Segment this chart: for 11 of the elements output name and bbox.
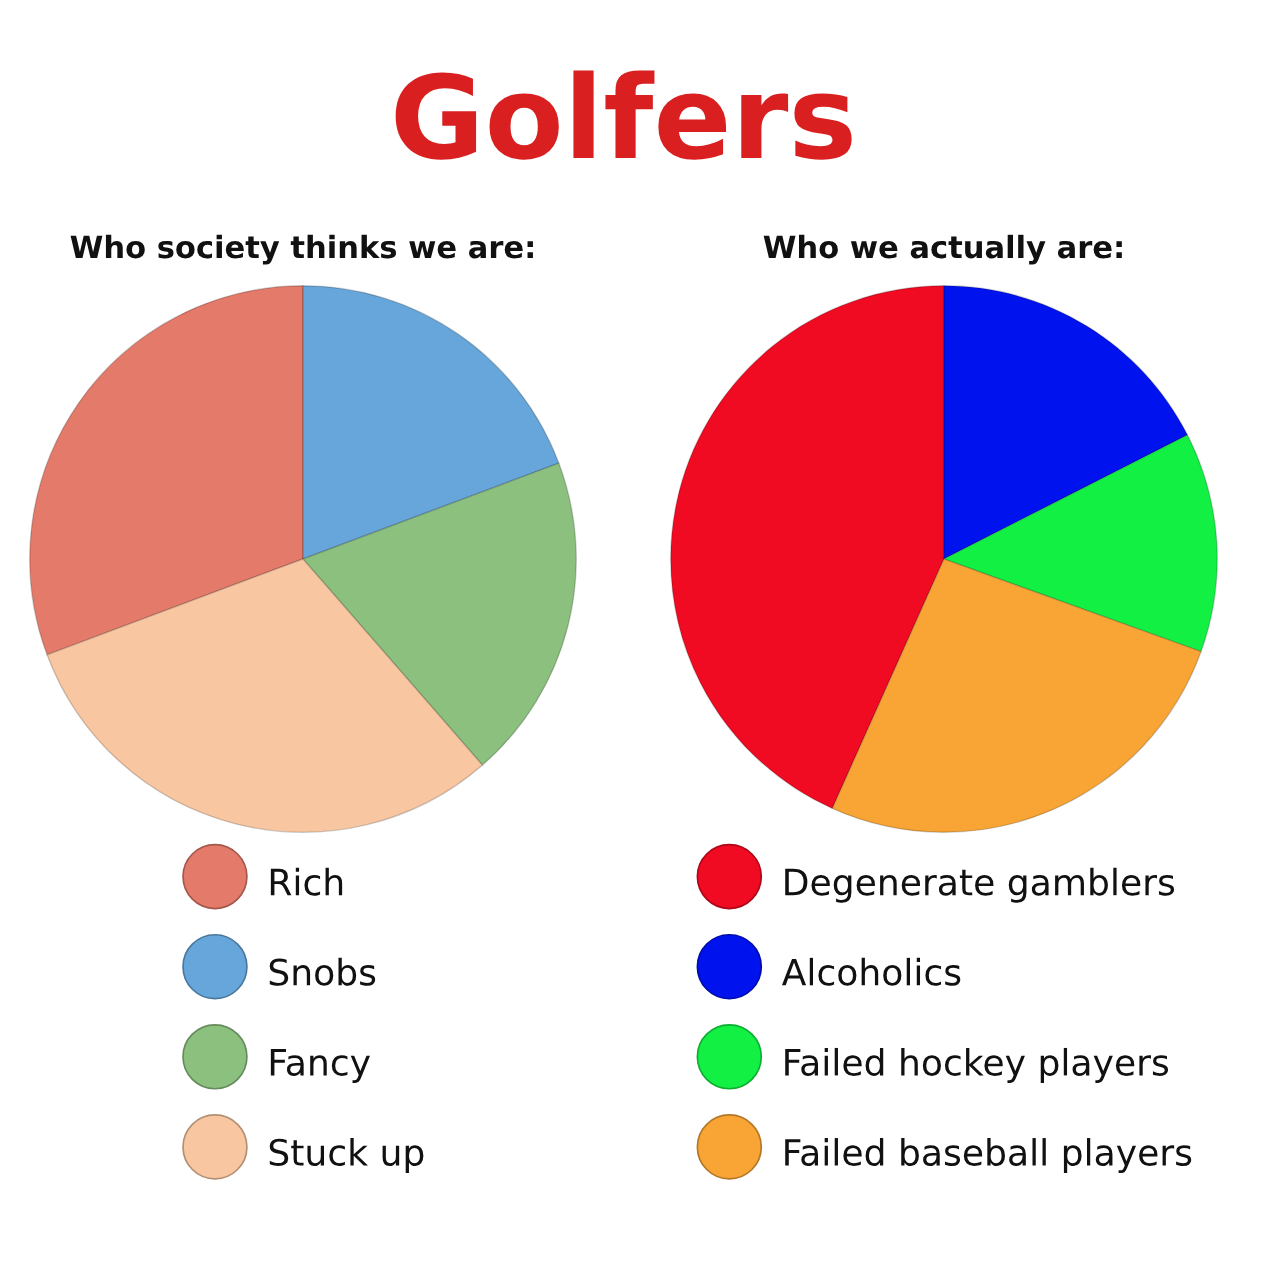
chart-title: Golfers — [395, 70, 852, 160]
legend-label: Stuck up — [269, 1138, 424, 1173]
chart-subtitle: Who we actually are: — [763, 234, 1122, 265]
legend-label: Failed baseball players — [785, 1138, 1192, 1173]
legend-label: Alcoholics — [781, 957, 961, 986]
legend-label: Failed hockey players — [785, 1047, 1169, 1083]
chart-subtitle: Who society thinks we are: — [70, 234, 533, 265]
legend-label: Rich — [270, 867, 343, 896]
legend-label: Degenerate gamblers — [785, 867, 1175, 903]
legend-label: Snobs — [269, 957, 376, 986]
legend-label: Fancy — [270, 1049, 370, 1083]
